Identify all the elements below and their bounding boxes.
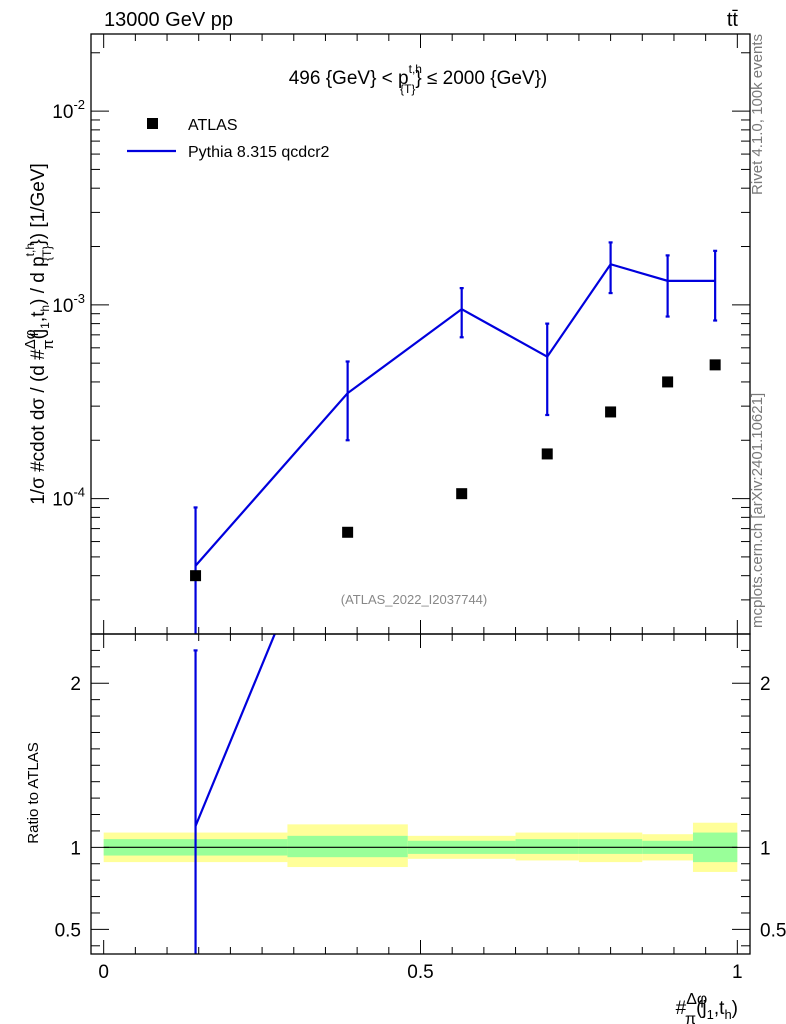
ratio-x-tick-label: 0.5 xyxy=(407,962,433,983)
atlas-data-point xyxy=(342,526,354,538)
energy-label: 13000 GeV pp xyxy=(104,9,233,31)
main-y-tick-label: 10-2 xyxy=(52,97,85,123)
title-sub: {T} xyxy=(400,82,415,96)
xlabel-frac-num: Δφ xyxy=(686,991,707,1008)
xlabel-b-sub: h xyxy=(724,1007,731,1022)
xlabel-pre: # xyxy=(676,998,687,1019)
atlas-data-point xyxy=(456,488,468,500)
main-y-tick-label: 10-4 xyxy=(52,485,85,511)
ratio-y-tick-label-right: 0.5 xyxy=(760,920,786,941)
ratio-y-label: Ratio to ATLAS xyxy=(25,742,42,843)
ratio-mc-group xyxy=(193,634,276,954)
legend-atlas-label: ATLAS xyxy=(188,117,238,134)
ratio-data-layer xyxy=(193,634,276,954)
ylabel-d-sub: {T} xyxy=(40,246,54,261)
xlabel-frac-den: π xyxy=(685,1011,696,1024)
main-data-layer xyxy=(190,241,721,634)
ratio-y-tick-label-left: 0.5 xyxy=(55,920,81,941)
main-y-axis: 10-410-310-2 xyxy=(52,52,750,635)
xlabel-a: (j xyxy=(696,998,707,1019)
ratio-x-axis: 0 0.5 1 xyxy=(98,634,743,983)
atlas-data-point xyxy=(605,406,617,418)
ylabel-d: ) / d p xyxy=(28,256,49,305)
ratio-y-tick-label-right: 2 xyxy=(760,674,771,695)
ratio-panel: 0.5 0.51 12 2 0 0.5 1 xyxy=(55,633,786,983)
main-y-tick-label: 10-3 xyxy=(52,291,85,317)
tick-exponent: -2 xyxy=(73,97,85,112)
title-post: } ≤ 2000 {GeV}) xyxy=(415,68,547,89)
ratio-y-tick-label-right: 1 xyxy=(760,838,771,859)
main-x-ticks xyxy=(103,34,738,634)
ratio-band-inner xyxy=(515,839,579,854)
ylabel-frac-num: Δφ xyxy=(22,329,39,349)
ylabel-b: (j xyxy=(28,329,49,340)
atlas-data-point xyxy=(709,359,721,371)
ylabel-d-sup: t,h xyxy=(23,243,37,256)
ratio-y-tick-label-left: 1 xyxy=(70,838,81,859)
mcplots-source-label: mcplots.cern.ch [arXiv:2401.10621] xyxy=(749,393,766,628)
title-pre: 496 {GeV} < p xyxy=(289,68,409,89)
atlas-data-point xyxy=(190,570,202,582)
ratio-y-axis: 0.5 0.5 1 1 2 2 xyxy=(55,633,786,947)
atlas-data-point xyxy=(541,448,553,460)
legend-atlas-marker xyxy=(147,118,158,129)
tick-base: 10 xyxy=(52,296,73,317)
rivet-version-label: Rivet 4.1.0, 100k events xyxy=(749,34,766,195)
tick-base: 10 xyxy=(52,102,73,123)
xlabel-c: ) xyxy=(732,998,738,1019)
xlabel-b: ,t xyxy=(714,998,725,1019)
ylabel-a: 1/σ #cdot dσ / (d # xyxy=(28,349,49,505)
tick-base: 10 xyxy=(52,490,73,511)
chart-title: 496 {GeV} < pt,h {T}} ≤ 2000 {GeV}) xyxy=(289,62,548,96)
x-axis-label: #Δφ π(j1,th) xyxy=(676,991,738,1024)
title-sup: t,h xyxy=(409,62,422,76)
legend-pythia-label: Pythia 8.315 qcdcr2 xyxy=(188,144,330,161)
ylabel-e: }) [1/GeV] xyxy=(28,163,49,245)
ratio-bands xyxy=(103,822,738,872)
main-y-label: 1/σ #cdot dσ / (d #Δφπ(j1,th) / d pt,h {T… xyxy=(22,163,57,505)
tick-exponent: -3 xyxy=(73,291,85,306)
legend: ATLAS Pythia 8.315 qcdcr2 xyxy=(127,117,330,161)
ratio-x-tick-label: 1 xyxy=(732,962,743,983)
ratio-y-tick-label-left: 2 xyxy=(70,674,81,695)
ylabel-c-sub: h xyxy=(38,305,52,312)
atlas-data-point xyxy=(662,376,674,388)
pythia-series-line xyxy=(194,262,716,567)
xlabel-a-sub: 1 xyxy=(707,1007,714,1022)
analysis-watermark: (ATLAS_2022_I2037744) xyxy=(341,592,487,607)
ratio-pythia-line xyxy=(194,634,276,827)
ylabel-c: ,t xyxy=(28,311,49,322)
ratio-x-tick-label: 0 xyxy=(98,962,109,983)
ylabel-frac-den: π xyxy=(40,339,57,349)
ylabel-b-sub: 1 xyxy=(38,322,52,329)
ratio-band-inner xyxy=(578,839,643,854)
tick-exponent: -4 xyxy=(73,485,85,500)
ratio-band-inner xyxy=(287,835,408,858)
ratio-frame xyxy=(90,633,751,955)
process-label: tt̄ xyxy=(727,9,739,31)
